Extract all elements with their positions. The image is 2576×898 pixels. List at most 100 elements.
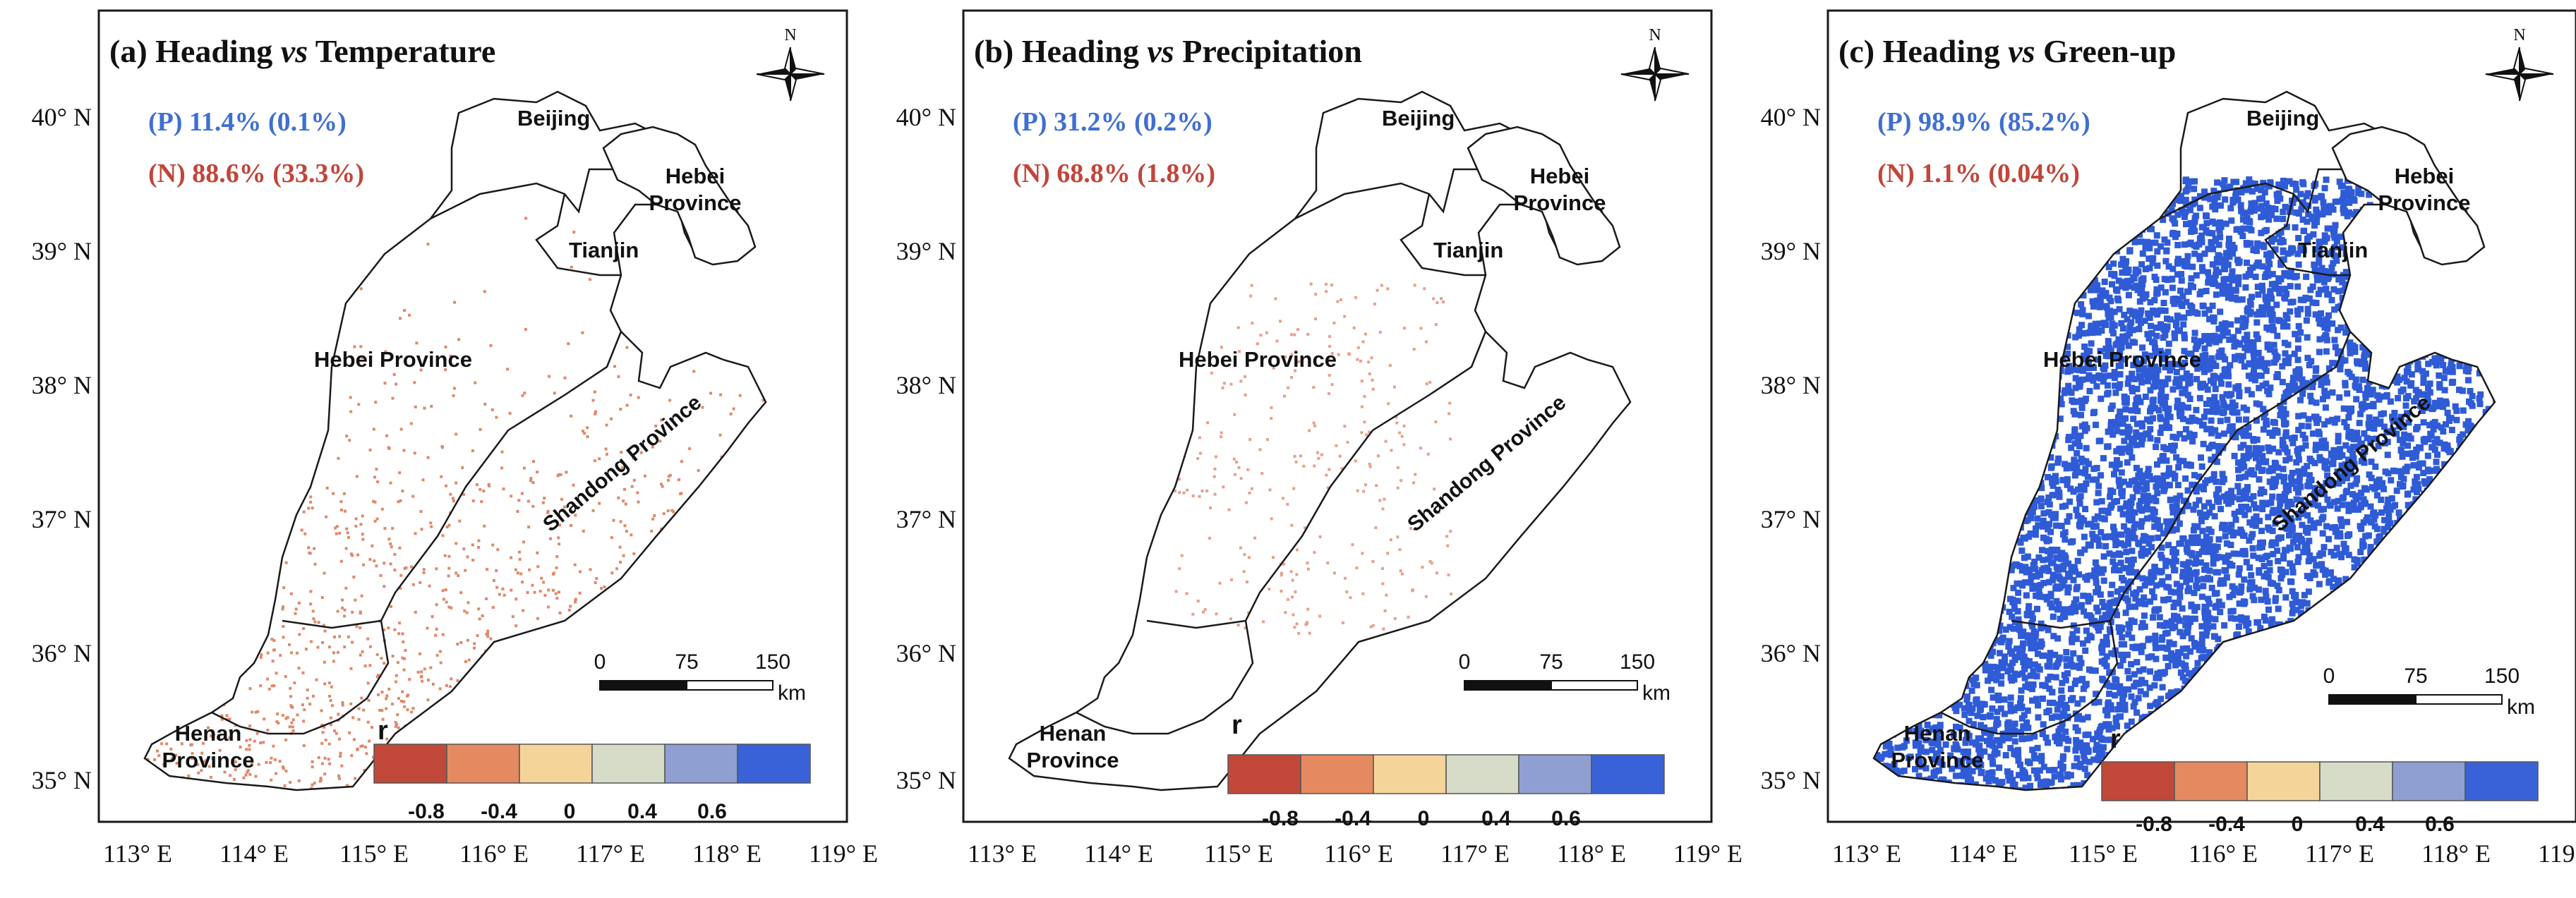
correlation-pixel <box>2331 650 2338 656</box>
correlation-pixel <box>2448 653 2455 660</box>
correlation-pixel <box>353 345 356 348</box>
correlation-pixel <box>2006 624 2014 631</box>
correlation-pixel <box>2112 243 2119 250</box>
correlation-pixel <box>2362 282 2369 289</box>
correlation-pixel <box>2035 702 2042 709</box>
correlation-pixel <box>516 510 519 513</box>
correlation-pixel <box>2042 244 2050 251</box>
correlation-pixel <box>257 763 260 766</box>
correlation-pixel <box>410 710 414 714</box>
correlation-pixel <box>2016 198 2023 205</box>
correlation-pixel <box>1944 645 1951 652</box>
correlation-pixel <box>1912 440 1919 447</box>
correlation-pixel <box>2229 277 2236 284</box>
correlation-pixel <box>300 528 303 532</box>
correlation-pixel <box>2054 238 2061 245</box>
correlation-pixel <box>2208 699 2215 706</box>
correlation-pixel <box>1400 572 1404 576</box>
correlation-pixel <box>502 656 505 660</box>
correlation-pixel <box>1912 334 1919 341</box>
correlation-pixel <box>2226 696 2233 702</box>
correlation-pixel <box>1966 419 1973 426</box>
correlation-pixel <box>2479 293 2486 301</box>
correlation-pixel <box>2405 577 2412 584</box>
correlation-pixel <box>209 775 212 779</box>
correlation-pixel <box>481 614 484 617</box>
correlation-pixel <box>624 674 627 678</box>
correlation-pixel <box>456 643 459 646</box>
correlation-pixel <box>397 500 400 504</box>
correlation-pixel <box>2226 712 2232 719</box>
correlation-pixel <box>2070 251 2077 258</box>
correlation-pixel <box>683 633 687 637</box>
correlation-pixel <box>246 770 249 774</box>
correlation-pixel <box>1882 193 1889 200</box>
correlation-pixel <box>647 346 650 349</box>
correlation-pixel <box>1891 467 1898 474</box>
legend-swatch <box>591 744 666 784</box>
correlation-pixel <box>1875 234 1882 241</box>
correlation-pixel <box>598 621 601 624</box>
correlation-pixel <box>2286 719 2293 726</box>
correlation-pixel <box>2282 312 2289 319</box>
correlation-pixel <box>529 677 533 681</box>
correlation-pixel <box>2007 362 2014 368</box>
correlation-pixel <box>1989 457 1996 464</box>
correlation-pixel <box>2167 178 2174 185</box>
correlation-pixel <box>1340 467 1344 471</box>
correlation-pixel <box>2433 535 2440 542</box>
correlation-pixel <box>2129 560 2135 567</box>
correlation-pixel <box>1934 360 1941 367</box>
correlation-pixel <box>2146 265 2153 272</box>
correlation-pixel <box>2234 732 2241 739</box>
correlation-pixel <box>2393 283 2400 290</box>
correlation-pixel <box>347 535 350 539</box>
correlation-pixel <box>2113 531 2120 538</box>
correlation-pixel <box>1931 670 1938 677</box>
correlation-pixel <box>146 758 150 761</box>
correlation-pixel <box>1998 680 2005 687</box>
correlation-pixel <box>255 612 258 616</box>
correlation-pixel <box>362 708 366 712</box>
correlation-pixel <box>188 779 191 783</box>
correlation-pixel <box>447 739 450 743</box>
correlation-pixel <box>717 499 721 502</box>
correlation-pixel <box>2201 719 2208 726</box>
correlation-pixel <box>1364 332 1367 336</box>
correlation-pixel <box>2372 416 2379 423</box>
correlation-pixel <box>398 621 402 625</box>
correlation-pixel <box>1920 672 1927 679</box>
correlation-pixel <box>1244 626 1247 630</box>
correlation-pixel <box>178 544 181 547</box>
correlation-pixel <box>2388 243 2395 249</box>
correlation-pixel <box>2483 442 2490 449</box>
correlation-pixel <box>2316 662 2323 669</box>
correlation-pixel <box>1936 325 1942 332</box>
correlation-pixel <box>1924 676 1931 684</box>
correlation-pixel <box>680 460 683 463</box>
correlation-pixel <box>1380 567 1384 570</box>
correlation-pixel <box>434 633 438 637</box>
correlation-pixel <box>2149 588 2156 595</box>
correlation-pixel <box>2239 709 2246 716</box>
correlation-pixel <box>2476 751 2483 757</box>
correlation-pixel <box>239 632 242 636</box>
correlation-pixel <box>2331 737 2338 744</box>
correlation-pixel <box>2162 364 2169 371</box>
correlation-pixel <box>2440 519 2446 526</box>
correlation-pixel <box>1925 492 1932 499</box>
correlation-pixel <box>1992 600 1999 607</box>
correlation-pixel <box>1270 517 1273 521</box>
correlation-pixel <box>2110 329 2117 336</box>
correlation-pixel <box>391 789 395 790</box>
correlation-pixel <box>304 648 308 651</box>
correlation-pixel <box>2014 509 2021 516</box>
correlation-pixel <box>2334 646 2341 653</box>
correlation-pixel <box>538 590 542 593</box>
correlation-pixel <box>2188 350 2195 357</box>
color-legend: r -0.8 -0.4 0 0.4 0.6 <box>373 716 811 823</box>
correlation-pixel <box>2460 753 2467 759</box>
correlation-pixel <box>2365 586 2372 593</box>
correlation-pixel <box>612 728 615 732</box>
correlation-pixel <box>1910 681 1918 688</box>
